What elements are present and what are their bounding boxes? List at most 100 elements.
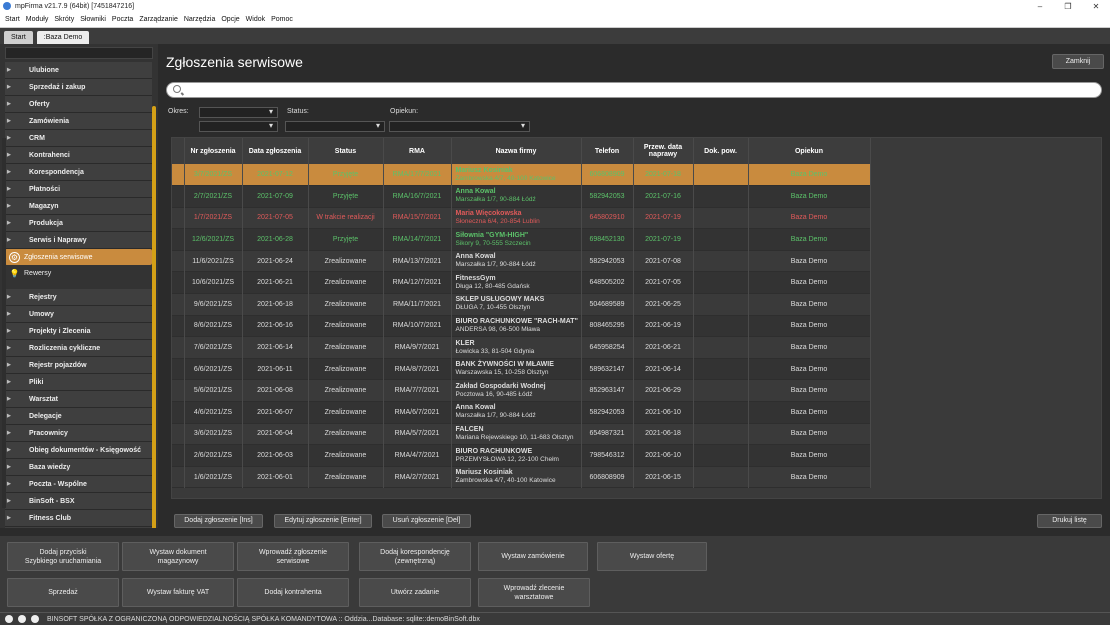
quick-button[interactable]: Wprowadź zgłoszenie serwisowe: [237, 542, 349, 571]
sidebar-item[interactable]: ▶ Fitness Club: [5, 510, 152, 527]
cell-opiekun: Baza Demo: [748, 271, 871, 294]
column-header[interactable]: Opiekun: [748, 138, 871, 164]
cell-dok: [693, 207, 749, 229]
sidebar-item[interactable]: ▶ Rejestry: [5, 289, 152, 306]
cell-dok: [693, 164, 749, 186]
menu-7[interactable]: Opcje: [221, 16, 240, 23]
tab-baza-demo[interactable]: :Baza Demo: [36, 31, 90, 44]
column-header[interactable]: Status: [308, 138, 384, 164]
cell-przew: 2021-07-18: [633, 164, 694, 186]
cell-data: 2021-07-05: [242, 207, 309, 229]
quick-button[interactable]: Wystaw zamówienie: [478, 542, 588, 571]
left-splitter[interactable]: [2, 138, 6, 508]
quick-button[interactable]: Dodaj przyciski Szybkiego uruchamiania: [7, 542, 119, 571]
table-row[interactable]: 2/7/2021/ZS 2021-07-09 Przyjęte RMA/16/7/20…: [172, 185, 871, 208]
sidebar-item[interactable]: ▶ CRM: [5, 130, 152, 147]
menu-0[interactable]: Start: [5, 16, 20, 23]
sidebar-item[interactable]: ▶ Umowy: [5, 306, 152, 323]
sidebar-item[interactable]: ▶ Oferty: [5, 96, 152, 113]
okres-range-select[interactable]: [199, 121, 278, 132]
sidebar-item[interactable]: ▶ Magazyn: [5, 198, 152, 215]
table-row[interactable]: 8/6/2021/ZS 2021-06-16 Zrealizowane RMA/10/…: [172, 315, 871, 337]
quick-button[interactable]: Sprzedaż: [7, 578, 119, 607]
quick-button[interactable]: Wystaw fakturę VAT: [122, 578, 234, 607]
sidebar-item[interactable]: ▶ BinSoft - BSX: [5, 493, 152, 510]
table-row[interactable]: 5/6/2021/ZS 2021-06-08 Zrealizowane RMA/7/7…: [172, 379, 871, 402]
sidebar-item[interactable]: ▶ Delegacje: [5, 408, 152, 425]
sidebar-item[interactable]: ▶ Ulubione: [5, 62, 152, 79]
sidebar-scrollbar[interactable]: [152, 106, 156, 528]
edit-ticket-button[interactable]: Edytuj zgłoszenie [Enter]: [274, 514, 372, 528]
quick-button[interactable]: Dodaj korespondencję (zewnętrzną): [359, 542, 471, 571]
column-header[interactable]: Data zgłoszenia: [242, 138, 309, 164]
sidebar-item[interactable]: ▶ Kontrahenci: [5, 147, 152, 164]
table-row[interactable]: 7/6/2021/ZS 2021-06-14 Zrealizowane RMA/9/7…: [172, 336, 871, 359]
sidebar-item[interactable]: ▶ Zamówienia: [5, 113, 152, 130]
tab-start[interactable]: Start: [4, 31, 33, 44]
expand-arrow-icon: ▶: [7, 294, 11, 300]
table-row[interactable]: 12/6/2021/ZS 2021-06-28 Przyjęte RMA/14/7/2…: [172, 228, 871, 251]
sidebar-item[interactable]: ▶ Pracownicy: [5, 425, 152, 442]
close-window-button[interactable]: ✕: [1092, 1, 1100, 11]
sidebar-item-rewersy[interactable]: 💡 Rewersy: [5, 265, 152, 281]
sidebar-item[interactable]: ▶ Sprzedaż i zakup: [5, 79, 152, 96]
quick-button[interactable]: Wystaw ofertę: [597, 542, 707, 571]
menu-5[interactable]: Zarządzanie: [139, 16, 178, 23]
close-button[interactable]: Zamknij: [1052, 54, 1104, 69]
table-row[interactable]: 10/6/2021/ZS 2021-06-21 Zrealizowane RMA/12…: [172, 271, 871, 294]
sidebar-item[interactable]: ▶ Rozliczenia cykliczne: [5, 340, 152, 357]
table-row[interactable]: 1/6/2021/ZS 2021-06-01 Zrealizowane RMA/2/7…: [172, 466, 871, 488]
menu-3[interactable]: Słowniki: [80, 16, 106, 23]
table-row[interactable]: 1/7/2021/ZS 2021-07-05 W trakcie realizacj…: [172, 207, 871, 229]
search-input[interactable]: [166, 82, 1102, 98]
sidebar-item[interactable]: ▶ Baza wiedzy: [5, 459, 152, 476]
print-list-button[interactable]: Drukuj listę: [1037, 514, 1102, 528]
cell-nr: 6/6/2021/ZS: [184, 358, 243, 380]
sidebar-item[interactable]: ▶ Warsztat: [5, 391, 152, 408]
delete-ticket-button[interactable]: Usuń zgłoszenie [Del]: [382, 514, 471, 528]
table-row[interactable]: 4/6/2021/ZS 2021-06-07 Zrealizowane RMA/6/7…: [172, 401, 871, 424]
column-header[interactable]: Nazwa firmy: [451, 138, 582, 164]
quick-button[interactable]: Utwórz zadanie: [359, 578, 471, 607]
sidebar-item[interactable]: ▶ Pliki: [5, 374, 152, 391]
menu-1[interactable]: Moduły: [25, 16, 49, 23]
opiekun-select[interactable]: [389, 121, 530, 132]
menu-9[interactable]: Pomoc: [271, 16, 293, 23]
column-header[interactable]: Telefon: [581, 138, 634, 164]
sidebar-item[interactable]: ▶ Rejestr pojazdów: [5, 357, 152, 374]
sidebar-search-input[interactable]: [5, 47, 153, 59]
column-header[interactable]: Przew. data naprawy: [633, 138, 694, 164]
menu-8[interactable]: Widok: [245, 16, 266, 23]
menu-6[interactable]: Narzędzia: [183, 16, 216, 23]
sidebar-item[interactable]: ▶ Korespondencja: [5, 164, 152, 181]
quick-button[interactable]: Dodaj kontrahenta: [237, 578, 349, 607]
cell-status: Zrealizowane: [308, 271, 384, 294]
status-select[interactable]: [285, 121, 385, 132]
menu-2[interactable]: Skróty: [54, 16, 75, 23]
quick-button[interactable]: Wprowadź zlecenie warsztatowe: [478, 578, 590, 607]
column-header[interactable]: Nr zgłoszenia: [184, 138, 243, 164]
maximize-button[interactable]: ❐: [1064, 1, 1072, 11]
table-row[interactable]: 11/6/2021/ZS 2021-06-24 Zrealizowane RMA/13…: [172, 250, 871, 272]
table-row[interactable]: 6/6/2021/ZS 2021-06-11 Zrealizowane RMA/8/7…: [172, 358, 871, 380]
table-row[interactable]: 2/6/2021/ZS 2021-06-03 Zrealizowane RMA/4/7…: [172, 444, 871, 467]
column-header[interactable]: RMA: [383, 138, 452, 164]
minimize-button[interactable]: –: [1037, 1, 1043, 11]
sidebar-item[interactable]: ▶ Serwis i Naprawy: [5, 232, 152, 249]
sidebar-item[interactable]: ▶ Produkcja: [5, 215, 152, 232]
quick-button[interactable]: Wystaw dokument magazynowy: [122, 542, 234, 571]
table-row[interactable]: 3/6/2021/ZS 2021-06-04 Zrealizowane RMA/5/7…: [172, 423, 871, 445]
sidebar-item-zgloszenia-serwisowe[interactable]: ⚙ Zgłoszenia serwisowe: [5, 249, 152, 265]
column-header[interactable]: Dok. pow.: [693, 138, 749, 164]
add-ticket-button[interactable]: Dodaj zgłoszenie [Ins]: [174, 514, 263, 528]
table-row[interactable]: 3/7/2021/ZS 2021-07-12 Przyjęte RMA/17/7/20…: [172, 164, 871, 186]
cell-opiekun: Baza Demo: [748, 336, 871, 359]
okres-select[interactable]: [199, 107, 278, 118]
sidebar-item[interactable]: ▶ Projekty i Zlecenia: [5, 323, 152, 340]
sidebar-item[interactable]: ▶ Poczta - Wspólne: [5, 476, 152, 493]
sidebar-item[interactable]: ▶ Płatności: [5, 181, 152, 198]
menu-4[interactable]: Poczta: [111, 16, 134, 23]
table-row[interactable]: 9/6/2021/ZS 2021-06-18 Zrealizowane RMA/11/…: [172, 293, 871, 316]
sidebar-item[interactable]: ▶ Obieg dokumentów - Księgowość: [5, 442, 152, 459]
sidebar-item[interactable]: ▶Roboty: [5, 527, 152, 528]
